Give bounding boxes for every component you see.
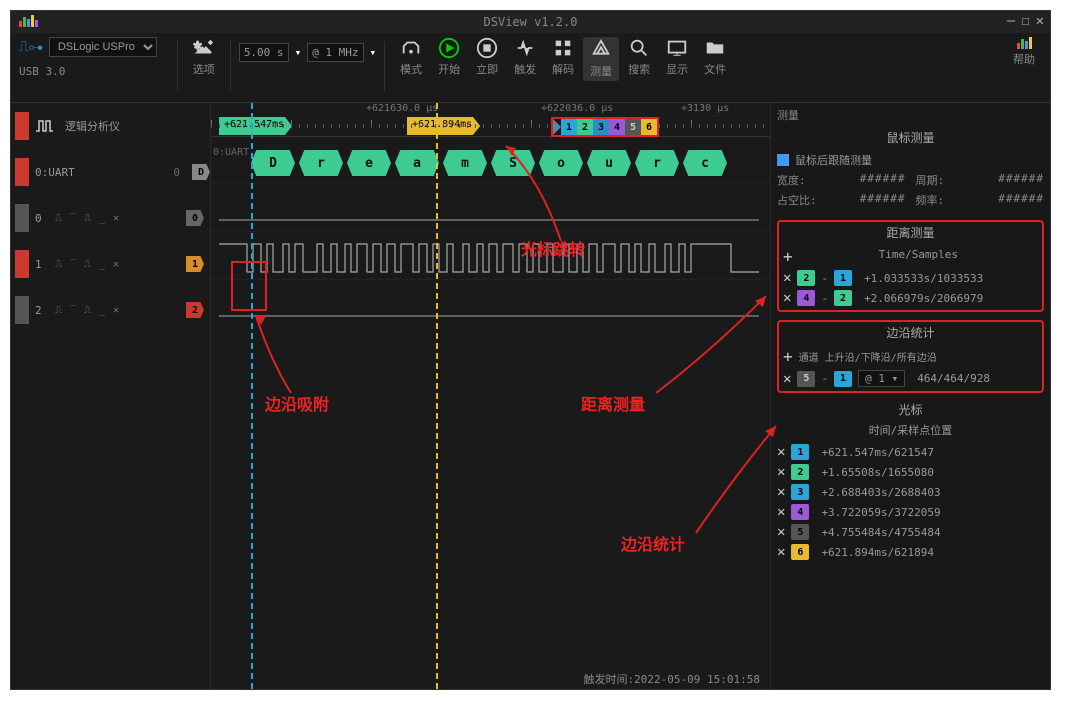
start-button[interactable]: 开始	[431, 37, 467, 77]
follow-checkbox[interactable]	[777, 154, 789, 166]
cursor-row: ✕ 1 +621.547ms/621547	[777, 442, 1044, 462]
cursor-row: ✕ 5 +4.755484s/4755484	[777, 522, 1044, 542]
mode-button[interactable]: 模式	[393, 37, 429, 77]
rate-select[interactable]: @ 1 MHz	[307, 43, 363, 62]
decode-byte: S	[491, 150, 535, 176]
window-title: DSView v1.2.0	[484, 15, 578, 29]
delete-cursor-button[interactable]: ✕	[777, 484, 785, 500]
decode-byte: o	[539, 150, 583, 176]
decode-byte: r	[299, 150, 343, 176]
channel-1-row[interactable]: 1 ⎍ ‾ ⎍ _ ✕ 1	[11, 241, 210, 287]
edge-stat-section: 边沿统计 +通道 上升沿/下降沿/所有边沿 ✕ 5- 1 @ 1 ▾ 464/4…	[777, 320, 1044, 393]
delete-row-button[interactable]: ✕	[783, 270, 791, 286]
help-button[interactable]: 帮助	[1006, 37, 1042, 67]
decode-byte: a	[395, 150, 439, 176]
decoder-flag-icon: D	[192, 164, 210, 180]
uart-decoder-row[interactable]: 0:UART 0 D	[11, 149, 210, 195]
delete-cursor-button[interactable]: ✕	[777, 444, 785, 460]
cursor-row: ✕ 3 +2.688403s/2688403	[777, 482, 1044, 502]
measure-panel: 测量 鼠标测量 鼠标后跟随测量 宽度:###### 占空比:###### 周期:…	[770, 103, 1050, 689]
mouse-measure-section: 鼠标测量 鼠标后跟随测量 宽度:###### 占空比:###### 周期:###…	[777, 129, 1044, 210]
distance-row: ✕ 4- 2 +2.066979s/2066979	[783, 288, 1038, 308]
main-area: 逻辑分析仪 0:UART 0 D 0 ⎍ ‾ ⎍ _ ✕ 0 1 ⎍ ‾ ⎍ _…	[11, 103, 1050, 689]
decode-row: 0:UART DreamSourc	[211, 143, 770, 183]
status-bar: 触发时间:2022-05-09 15:01:58	[584, 671, 760, 687]
duration-select[interactable]: 5.00 s	[239, 43, 289, 62]
cursor-section: 光标 时间/采样点位置 ✕ 1 +621.547ms/621547✕ 2 +1.…	[777, 401, 1044, 562]
device-select[interactable]: DSLogic USPro	[49, 37, 157, 57]
channel-select[interactable]: @ 1 ▾	[858, 370, 905, 387]
minimize-button[interactable]: —	[1007, 13, 1015, 29]
distance-measure-section: 距离测量 +Time/Samples ✕ 2- 1 +1.033533s/103…	[777, 220, 1044, 312]
decode-button[interactable]: 解码	[545, 37, 581, 77]
cursor-line-6[interactable]	[436, 103, 438, 689]
maximize-button[interactable]: ☐	[1021, 13, 1029, 29]
channel-sidebar: 逻辑分析仪 0:UART 0 D 0 ⎍ ‾ ⎍ _ ✕ 0 1 ⎍ ‾ ⎍ _…	[11, 103, 211, 689]
toolbar: ⎍⊶ DSLogic USPro USB 3.0 选项 5.00 s ▾ @ 1…	[11, 33, 1050, 103]
cursor-row: ✕ 2 +1.65508s/1655080	[777, 462, 1044, 482]
cursor-jump-bar[interactable]: 1 2 3 4 5 6	[551, 117, 659, 137]
delete-row-button[interactable]: ✕	[783, 290, 791, 306]
trigger-button[interactable]: 触发	[507, 37, 543, 77]
delete-cursor-button[interactable]: ✕	[777, 504, 785, 520]
decode-byte: c	[683, 150, 727, 176]
waveform-ch2	[211, 279, 770, 327]
app-window: DSView v1.2.0 — ☐ ✕ ⎍⊶ DSLogic USPro USB…	[10, 10, 1051, 690]
channel-2-row[interactable]: 2 ⎍ ‾ ⎍ _ ✕ 2	[11, 287, 210, 333]
waveform-ch1	[211, 231, 770, 279]
sample-settings: 5.00 s ▾ @ 1 MHz ▾	[239, 37, 376, 62]
delete-cursor-button[interactable]: ✕	[777, 464, 785, 480]
logic-analyzer-row[interactable]: 逻辑分析仪	[11, 103, 210, 149]
cursor-row: ✕ 6 +621.894ms/621894	[777, 542, 1044, 562]
file-button[interactable]: 文件	[697, 37, 733, 77]
titlebar: DSView v1.2.0 — ☐ ✕	[11, 11, 1050, 33]
add-distance-button[interactable]: +	[783, 247, 793, 266]
decode-byte: D	[251, 150, 295, 176]
decode-byte: m	[443, 150, 487, 176]
add-edge-button[interactable]: +	[783, 347, 793, 366]
close-button[interactable]: ✕	[1036, 13, 1044, 29]
cursor-row: ✕ 4 +3.722059s/3722059	[777, 502, 1044, 522]
usb-icon: ⎍⊶	[19, 39, 43, 55]
display-button[interactable]: 显示	[659, 37, 695, 77]
search-button[interactable]: 搜索	[621, 37, 657, 77]
waveform-ch0	[211, 183, 770, 231]
measure-button[interactable]: 测量	[583, 37, 619, 81]
usb-label: USB 3.0	[19, 65, 157, 78]
distance-row: ✕ 2- 1 +1.033533s/1033533	[783, 268, 1038, 288]
delete-row-button[interactable]: ✕	[783, 371, 791, 387]
decode-byte: u	[587, 150, 631, 176]
channel-0-row[interactable]: 0 ⎍ ‾ ⎍ _ ✕ 0	[11, 195, 210, 241]
decode-byte: e	[347, 150, 391, 176]
app-logo-icon	[19, 15, 38, 27]
delete-cursor-button[interactable]: ✕	[777, 544, 785, 560]
decode-byte: r	[635, 150, 679, 176]
edge-row: ✕ 5- 1 @ 1 ▾ 464/464/928	[783, 368, 1038, 389]
options-button[interactable]: 选项	[186, 37, 222, 77]
measure-panel-title: 测量	[777, 107, 1044, 123]
cursor-line-1[interactable]	[251, 103, 253, 689]
instant-button[interactable]: 立即	[469, 37, 505, 77]
time-ruler[interactable]: +621630.0 μs +622036.0 μs +3130 μs +621.…	[211, 103, 770, 137]
delete-cursor-button[interactable]: ✕	[777, 524, 785, 540]
waveform-canvas[interactable]: +621630.0 μs +622036.0 μs +3130 μs +621.…	[211, 103, 770, 689]
